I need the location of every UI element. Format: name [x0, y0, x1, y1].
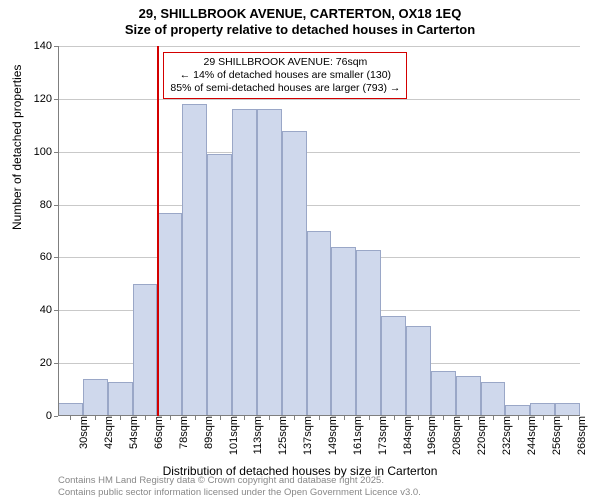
x-tick-mark	[195, 416, 196, 420]
x-tick-mark	[170, 416, 171, 420]
x-tick-label: 137sqm	[288, 416, 314, 455]
x-tick-mark	[244, 416, 245, 420]
x-tick-mark	[120, 416, 121, 420]
bar	[406, 326, 431, 416]
bar	[108, 382, 133, 416]
x-tick-label: 196sqm	[412, 416, 438, 455]
x-tick-label: 89sqm	[189, 416, 215, 449]
bar	[307, 231, 332, 416]
gridline	[58, 205, 580, 206]
x-tick-mark	[468, 416, 469, 420]
bar	[431, 371, 456, 416]
x-tick-mark	[518, 416, 519, 420]
x-tick-label: 30sqm	[64, 416, 90, 449]
attribution-line1: Contains HM Land Registry data © Crown c…	[58, 475, 421, 486]
bar	[481, 382, 506, 416]
x-tick-mark	[344, 416, 345, 420]
bar	[207, 154, 232, 416]
x-tick-label: 66sqm	[139, 416, 165, 449]
x-tick-label: 125sqm	[263, 416, 289, 455]
x-tick-label: 54sqm	[114, 416, 140, 449]
annotation-box: 29 SHILLBROOK AVENUE: 76sqm← 14% of deta…	[163, 52, 407, 99]
x-tick-mark	[418, 416, 419, 420]
chart-area: 02040608010012014030sqm42sqm54sqm66sqm78…	[58, 46, 580, 416]
x-tick-label: 184sqm	[388, 416, 414, 455]
x-tick-mark	[95, 416, 96, 420]
x-tick-mark	[493, 416, 494, 420]
plot: 02040608010012014030sqm42sqm54sqm66sqm78…	[58, 46, 580, 416]
x-tick-label: 244sqm	[512, 416, 538, 455]
attribution: Contains HM Land Registry data © Crown c…	[58, 475, 421, 498]
x-tick-mark	[319, 416, 320, 420]
x-tick-label: 161sqm	[338, 416, 364, 455]
bar	[381, 316, 406, 416]
x-tick-label: 256sqm	[537, 416, 563, 455]
x-tick-label: 208sqm	[437, 416, 463, 455]
x-tick-label: 268sqm	[562, 416, 588, 455]
x-tick-mark	[369, 416, 370, 420]
bar	[157, 213, 182, 417]
gridline	[58, 46, 580, 47]
x-tick-label: 42sqm	[89, 416, 115, 449]
x-tick-mark	[294, 416, 295, 420]
bar	[133, 284, 158, 416]
y-axis-label: Number of detached properties	[10, 65, 24, 230]
x-tick-mark	[220, 416, 221, 420]
x-tick-label: 113sqm	[238, 416, 264, 454]
title-block: 29, SHILLBROOK AVENUE, CARTERTON, OX18 1…	[0, 0, 600, 39]
title-line1: 29, SHILLBROOK AVENUE, CARTERTON, OX18 1…	[0, 6, 600, 22]
annotation-line3: 85% of semi-detached houses are larger (…	[170, 82, 400, 95]
bar	[232, 109, 257, 416]
x-tick-mark	[543, 416, 544, 420]
x-tick-label: 232sqm	[487, 416, 513, 455]
attribution-line2: Contains public sector information licen…	[58, 487, 421, 498]
y-tick-mark	[54, 416, 58, 417]
x-tick-label: 220sqm	[462, 416, 488, 455]
x-tick-mark	[70, 416, 71, 420]
bar	[456, 376, 481, 416]
bar	[282, 131, 307, 416]
gridline	[58, 152, 580, 153]
x-tick-label: 173sqm	[363, 416, 389, 455]
x-tick-mark	[145, 416, 146, 420]
bar	[356, 250, 381, 417]
x-tick-mark	[443, 416, 444, 420]
x-tick-label: 149sqm	[313, 416, 339, 455]
x-tick-mark	[394, 416, 395, 420]
x-tick-mark	[568, 416, 569, 420]
x-tick-label: 101sqm	[214, 416, 240, 455]
x-tick-mark	[269, 416, 270, 420]
x-axis-line	[58, 415, 580, 416]
annotation-line1: 29 SHILLBROOK AVENUE: 76sqm	[170, 56, 400, 69]
bar	[182, 104, 207, 416]
bar	[83, 379, 108, 416]
y-axis-line	[58, 46, 59, 416]
annotation-line2: ← 14% of detached houses are smaller (13…	[170, 69, 400, 82]
bar	[257, 109, 282, 416]
marker-line	[157, 46, 159, 416]
bar	[331, 247, 356, 416]
title-line2: Size of property relative to detached ho…	[0, 22, 600, 38]
x-tick-label: 78sqm	[164, 416, 190, 449]
